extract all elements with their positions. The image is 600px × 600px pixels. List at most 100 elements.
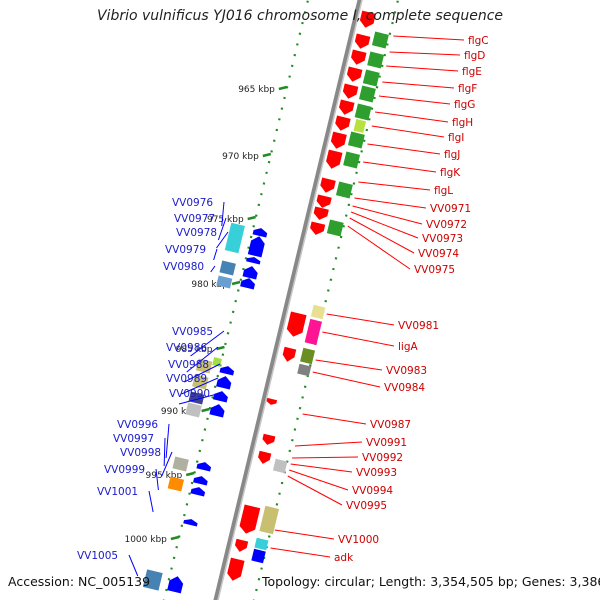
cog-block-green [358,85,376,103]
backbone-ring [213,0,363,600]
right-gene-label: flgG [454,99,475,111]
left-label-leader [186,346,219,373]
right-label-leader [367,143,441,155]
tick-label: 980 kbp [191,280,228,290]
left-gene-label: VV0979 [165,244,206,256]
left-gene-label: VV0978 [176,227,217,239]
right-gene-label: flgH [452,117,473,129]
left-label-leader [216,231,229,249]
left-gene-label: VV0976 [172,197,213,209]
right-label-leader [322,331,395,347]
right-label-leader [378,95,451,105]
right-label-leader [389,51,461,56]
right-gene-label: flgE [462,66,482,78]
right-gene-label: VV0984 [384,382,425,394]
right-gene-label: VV0973 [422,233,463,245]
cog-block-gray [172,456,189,472]
summary-text: Topology: circular; Length: 3,354,505 bp… [262,574,600,589]
cog-block-gray [297,363,312,377]
tick-mark [170,535,180,541]
left-gene-label: VV0980 [163,261,204,273]
right-gene-label: VV0983 [386,365,427,377]
tick-mark [247,215,256,221]
cog-block-gray [185,402,202,418]
reverse-gene-arrow [246,257,261,265]
cog-block-blue [251,548,266,564]
forward-gene-arrow [342,83,359,99]
reverse-gene-arrow [242,266,258,280]
tick-mark [216,345,225,351]
left-label-leader [161,451,173,477]
tick-mark [185,471,195,477]
right-gene-label: flgD [464,50,485,62]
right-label-leader [287,475,343,506]
tick-mark [262,152,272,158]
forward-gene-arrow [286,311,307,337]
cog-block-green [347,131,365,149]
reverse-gene-arrow [216,376,232,390]
forward-gene-arrow [262,433,276,445]
right-gene-label: VV0971 [430,203,471,215]
left-label-leader [128,554,139,577]
left-gene-label: VV0988 [168,359,209,371]
cog-block-steel [142,569,163,591]
right-gene-label: flgI [448,132,464,144]
right-label-leader [386,65,459,72]
right-label-leader [289,469,349,491]
right-label-leader [354,197,427,209]
reverse-gene-arrow [252,228,268,238]
tick-label: 995 kbp [146,471,183,481]
cog-block-olive [192,374,209,390]
map-title: Vibrio vulnificus YJ016 chromosome I, co… [96,8,504,24]
right-label-leader [358,181,431,191]
left-gene-label: VV0989 [166,373,207,385]
left-gene-label: VV0999 [104,464,145,476]
right-label-leader [292,456,359,459]
right-gene-label: VV0993 [356,467,397,479]
reverse-gene-arrow [219,366,235,376]
tick-mark [231,280,241,286]
tick-mark [278,85,288,91]
right-label-leader [363,161,437,173]
cog-block-green [371,31,389,49]
left-label-leader [221,201,225,227]
reverse-gene-arrow [167,576,184,594]
cog-block-olive [310,304,326,320]
forward-gene-arrow [316,194,332,208]
right-gene-label: flgK [440,167,461,179]
right-label-leader [274,529,335,540]
right-label-leader [352,205,423,225]
cog-block-gray [272,458,288,474]
right-gene-label: VV0992 [362,452,403,464]
right-gene-label: adk [334,552,354,564]
tick-label: 970 kbp [222,152,259,162]
left-gene-label: VV1001 [97,486,138,498]
tick-label: 985 kbp [176,345,213,355]
cog-block-indigo [188,391,205,405]
reverse-gene-arrow [183,519,198,527]
cog-block-green [326,219,344,237]
cog-block-lime [353,118,367,134]
left-label-leader [163,437,166,467]
forward-gene-arrow [258,450,272,464]
right-label-leader [393,35,465,41]
right-label-leader [350,211,419,239]
forward-gene-arrow [326,149,343,169]
left-gene-label: VV0998 [120,447,161,459]
reverse-gene-arrow [193,476,208,486]
right-label-leader [294,441,363,447]
forward-gene-arrow [282,346,297,362]
left-gene-label: VV1005 [77,550,118,562]
right-gene-label: VV0987 [370,419,411,431]
left-gene-label: VV0986 [166,342,207,354]
right-label-leader [290,463,353,473]
forward-gene-arrow [227,557,245,581]
left-label-leader [181,377,219,395]
right-gene-label: flgC [468,35,489,47]
tick-label: 965 kbp [238,85,275,95]
forward-gene-arrow [346,66,363,82]
left-label-leader [217,217,227,241]
forward-gene-arrow [351,49,367,65]
